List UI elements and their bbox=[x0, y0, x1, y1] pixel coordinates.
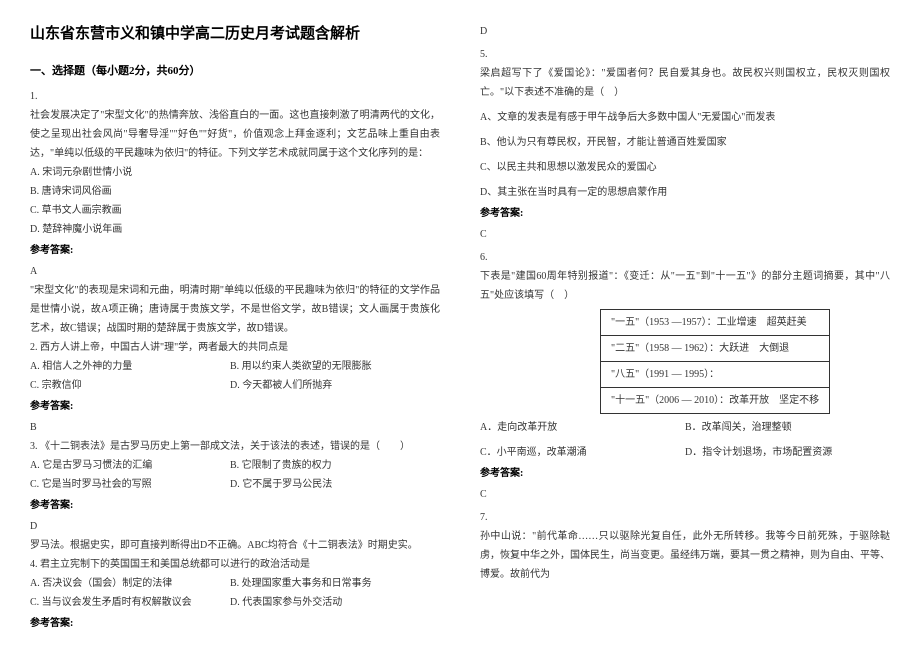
q2-optD: D. 今天都被人们所抛弃 bbox=[230, 376, 332, 395]
q3-ans: D bbox=[30, 517, 440, 536]
q4-ans-label: 参考答案: bbox=[30, 614, 440, 633]
q5-text: 梁启超写下了《爱国论》："爱国者何？民自爱其身也。故民权兴则国权立，民权灭则国权… bbox=[480, 64, 890, 102]
q6-optA: A．走向改革开放 bbox=[480, 418, 685, 437]
q2-ans-label: 参考答案: bbox=[30, 397, 440, 416]
q4-optC: C. 当与议会发生矛盾时有权解散议会 bbox=[30, 593, 230, 612]
q1-optB: B. 唐诗宋词风俗画 bbox=[30, 182, 440, 201]
right-column: D 5. 梁启超写下了《爱国论》："爱国者何？民自爱其身也。故民权兴则国权立，民… bbox=[480, 20, 890, 633]
q1-text: 社会发展决定了"宋型文化"的热情奔放、浅俗直白的一面。这也直接刺激了明清两代的文… bbox=[30, 106, 440, 163]
q3-optC: C. 它是当时罗马社会的写照 bbox=[30, 475, 230, 494]
q4-optB: B. 处理国家重大事务和日常事务 bbox=[230, 574, 372, 593]
q5-ans: C bbox=[480, 225, 890, 244]
q2-optA: A. 相信人之外神的力量 bbox=[30, 357, 230, 376]
q5-num: 5. bbox=[480, 45, 890, 64]
q1-num: 1. bbox=[30, 87, 440, 106]
q3-optB: B. 它限制了贵族的权力 bbox=[230, 456, 332, 475]
q5-optB: B、他认为只有尊民权，开民智，才能让普通百姓爱国家 bbox=[480, 133, 890, 152]
q4-optA: A. 否决议会（国会）制定的法律 bbox=[30, 574, 230, 593]
q1-expl: "宋型文化"的表现是宋词和元曲，明清时期"单纯以低级的平民趣味为依归"的特征的文… bbox=[30, 281, 440, 338]
q3-text: 3. 《十二铜表法》是古罗马历史上第一部成文法，关于该法的表述，错误的是（ ） bbox=[30, 437, 440, 456]
doc-title: 山东省东营市义和镇中学高二历史月考试题含解析 bbox=[30, 20, 440, 49]
q5-ans-label: 参考答案: bbox=[480, 204, 890, 223]
q6-row1: "一五"（1953 —1957）：工业增速 超英赶美 bbox=[601, 310, 830, 336]
q6-text: 下表是"建国60周年特别报道"：《变迁：从"一五"到"十一五"》的部分主题词摘要… bbox=[480, 267, 890, 305]
q2-ans: B bbox=[30, 418, 440, 437]
q6-ans: C bbox=[480, 485, 890, 504]
q1-optA: A. 宋词元杂剧世情小说 bbox=[30, 163, 440, 182]
q4-ans: D bbox=[480, 22, 890, 41]
q6-optD: D．指令计划退场，市场配置资源 bbox=[685, 443, 890, 462]
q6-num: 6. bbox=[480, 248, 890, 267]
q5-optA: A、文章的发表是有感于甲午战争后大多数中国人"无爱国心"而发表 bbox=[480, 108, 890, 127]
q6-optB: B．改革闯关，治理整顿 bbox=[685, 418, 890, 437]
q6-row3: "八五"（1991 — 1995）： bbox=[601, 362, 830, 388]
q2-optC: C. 宗教信仰 bbox=[30, 376, 230, 395]
q5-optC: C、以民主共和思想以激发民众的爱国心 bbox=[480, 158, 890, 177]
q6-table: "一五"（1953 —1957）：工业增速 超英赶美 "二五"（1958 — 1… bbox=[600, 309, 830, 414]
section-header: 一、选择题（每小题2分，共60分） bbox=[30, 61, 440, 82]
q7-num: 7. bbox=[480, 508, 890, 527]
q6-row4: "十一五"（2006 — 2010）：改革开放 坚定不移 bbox=[601, 388, 830, 414]
q6-optC: C．小平南巡，改革潮涌 bbox=[480, 443, 685, 462]
q3-expl: 罗马法。根据史实，即可直接判断得出D不正确。ABC均符合《十二铜表法》时期史实。 bbox=[30, 536, 440, 555]
q2-optB: B. 用以约束人类欲望的无限膨胀 bbox=[230, 357, 372, 376]
q7-text: 孙中山说："前代革命……只以驱除光复自任，此外无所转移。我等今日前死殊，于驱除鞑… bbox=[480, 527, 890, 584]
q5-optD: D、其主张在当时具有一定的思想启蒙作用 bbox=[480, 183, 890, 202]
q3-optA: A. 它是古罗马习惯法的汇编 bbox=[30, 456, 230, 475]
q1-optD: D. 楚辞神魔小说年画 bbox=[30, 220, 440, 239]
q4-optD: D. 代表国家参与外交活动 bbox=[230, 593, 342, 612]
q6-ans-label: 参考答案: bbox=[480, 464, 890, 483]
q1-ans: A bbox=[30, 262, 440, 281]
q4-text: 4. 君主立宪制下的英国国王和美国总统都可以进行的政治活动是 bbox=[30, 555, 440, 574]
q1-optC: C. 草书文人画宗教画 bbox=[30, 201, 440, 220]
q6-row2: "二五"（1958 — 1962）：大跃进 大倒退 bbox=[601, 336, 830, 362]
q3-ans-label: 参考答案: bbox=[30, 496, 440, 515]
left-column: 山东省东营市义和镇中学高二历史月考试题含解析 一、选择题（每小题2分，共60分）… bbox=[30, 20, 440, 633]
q1-ans-label: 参考答案: bbox=[30, 241, 440, 260]
q3-optD: D. 它不属于罗马公民法 bbox=[230, 475, 332, 494]
q2-text: 2. 西方人讲上帝，中国古人讲"理"学，两者最大的共同点是 bbox=[30, 338, 440, 357]
